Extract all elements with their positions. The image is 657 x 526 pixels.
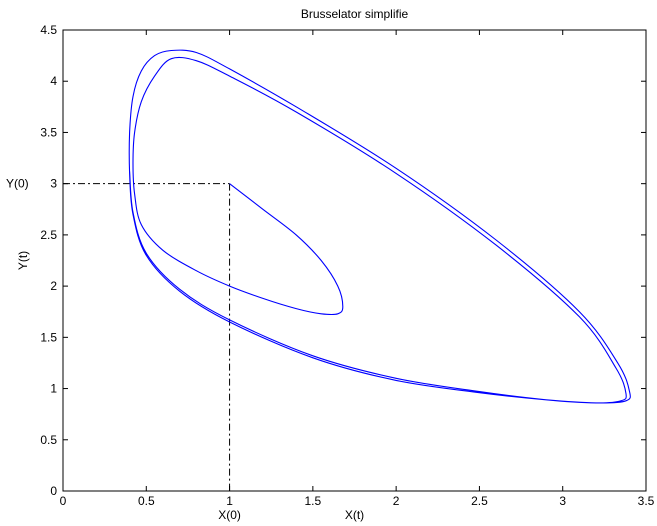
series-layer [128,49,631,404]
y-tick-label: 4 [50,74,57,88]
y-tick-label: 3.5 [40,125,57,139]
y-tick-label: 1 [50,382,57,396]
y-tick-label: 3 [50,177,57,191]
initial-condition-guides [63,183,231,491]
x-tick-label: 2.5 [471,494,488,508]
y-tick-label: 0 [50,484,57,498]
x-tick-label: 1.5 [305,494,322,508]
y-tick-label: 4.5 [40,23,57,37]
x-tick-label: 3 [559,494,566,508]
trajectory-line-0 [128,49,631,404]
initial-x-label: X(0) [218,508,241,522]
y-tick-label: 0.5 [40,433,57,447]
y-tick-label: 2 [50,279,57,293]
y-tick-label: 1.5 [40,330,57,344]
x-tick-label: 0 [60,494,67,508]
x-axis-label: X(t) [345,508,364,522]
tick-layer: 0 0.5 1 1.5 2 2.5 3 3.5 0 0.5 1 1.5 2 2.5 3 3.5 4 4.5 [40,23,654,508]
x-tick-label: 3.5 [638,494,655,508]
x-tick-label: 0.5 [138,494,155,508]
chart-title: Brusselator simplifie [301,7,409,21]
initial-y-label: Y(0) [6,177,29,191]
x-tick-label: 2 [393,494,400,508]
y-axis-label: Y(t) [16,251,30,270]
axes-box [62,29,647,492]
y-tick-label: 2.5 [40,228,57,242]
x-tick-label: 1 [226,494,233,508]
